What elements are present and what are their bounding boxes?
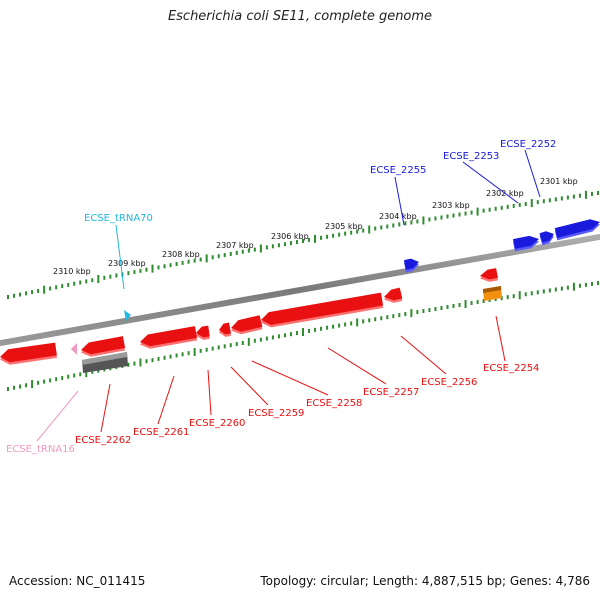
label-ecse-2259[interactable]: ECSE_2259 [248, 408, 304, 419]
label-ecse-2260[interactable]: ECSE_2260 [189, 418, 245, 429]
cds-left-edge[interactable] [0, 342, 57, 365]
leader-ecse-2252 [524, 149, 541, 198]
cds-ecse-2259[interactable] [219, 322, 231, 337]
cds-ecse-2262[interactable] [81, 336, 126, 357]
label-ecse-2261[interactable]: ECSE_2261 [133, 427, 189, 438]
cds-ecse-2257[interactable] [261, 292, 384, 328]
scale-label: 2310 kbp [53, 267, 91, 276]
leader-ecse-2257 [327, 347, 387, 385]
scale-label: 2308 kbp [162, 250, 200, 259]
forward-features [124, 219, 600, 321]
inner-tick-ring [7, 281, 599, 391]
leader-ecse-2258 [251, 360, 329, 396]
label-leaders [36, 149, 541, 442]
rrna-ecse-2254-block[interactable] [483, 286, 502, 301]
label-ecse-2262[interactable]: ECSE_2262 [75, 435, 131, 446]
leader-ecse-2255 [394, 176, 405, 226]
label-ecse-2255[interactable]: ECSE_2255 [370, 165, 426, 176]
cds-ecse-2252b[interactable] [513, 235, 539, 252]
cds-ecse-2256[interactable] [384, 287, 403, 303]
cds-ecse-2261[interactable] [140, 326, 198, 349]
leader-ecse-2254 [495, 315, 506, 362]
leader-ecse-2262 [100, 383, 111, 433]
cds-ecse-2255[interactable] [404, 258, 419, 273]
label-ecse-2257[interactable]: ECSE_2257 [363, 387, 419, 398]
label-ecse-trna70[interactable]: ECSE_tRNA70 [84, 213, 153, 224]
scale-label: 2307 kbp [216, 241, 254, 250]
genome-summary-text: Topology: circular; Length: 4,887,515 bp… [260, 574, 590, 588]
scale-label: 2309 kbp [108, 259, 146, 268]
outer-tick-ring [7, 190, 599, 299]
cds-ecse-2252[interactable] [554, 219, 600, 241]
scale-label: 2303 kbp [432, 201, 470, 210]
scale-label: 2301 kbp [540, 177, 578, 186]
accession-text: Accession: NC_011415 [9, 574, 146, 588]
cds-ecse-2258[interactable] [231, 315, 263, 335]
leader-ecse-2256 [400, 335, 447, 375]
genome-backbone [0, 233, 600, 347]
pseudogene-block[interactable] [82, 352, 128, 373]
trna-ecse-trna70[interactable] [124, 310, 131, 321]
reverse-features [0, 268, 502, 373]
label-ecse-2254[interactable]: ECSE_2254 [483, 363, 539, 374]
label-ecse-2258[interactable]: ECSE_2258 [306, 398, 362, 409]
trna-ecse-trna16[interactable] [71, 343, 77, 355]
leader-ecse-2253 [462, 161, 519, 204]
map-title: Escherichia coli SE11, complete genome [167, 9, 433, 24]
scale-label: 2306 kbp [271, 232, 309, 241]
label-ecse-2253[interactable]: ECSE_2253 [443, 151, 499, 162]
leader-ecse-trna16 [36, 390, 79, 442]
leader-ecse-trna70 [115, 224, 125, 290]
cds-ecse-2253[interactable] [539, 231, 555, 246]
scale-label: 2304 kbp [379, 212, 417, 221]
leader-ecse-2261 [157, 375, 175, 425]
label-ecse-2252[interactable]: ECSE_2252 [500, 139, 556, 150]
label-ecse-2256[interactable]: ECSE_2256 [421, 377, 477, 388]
cds-ecse-2260[interactable] [196, 325, 210, 340]
scale-label: 2305 kbp [325, 222, 363, 231]
leader-ecse-2260 [207, 369, 212, 416]
label-ecse-trna16[interactable]: ECSE_tRNA16 [6, 444, 75, 455]
cds-ecse-2254[interactable] [480, 268, 498, 282]
leader-ecse-2259 [230, 366, 269, 406]
